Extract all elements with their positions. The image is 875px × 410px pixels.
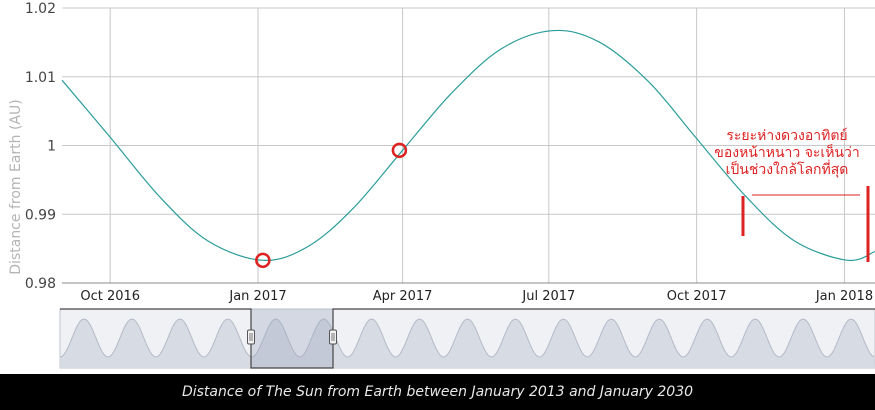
x-axis-ticks: Oct 2016 Jan 2017 Apr 2017 Jul 2017 Oct 2017… bbox=[80, 289, 873, 304]
y-axis-ticks: 0.98 0.99 1 1.01 1.02 bbox=[25, 1, 56, 292]
caption-bar: Distance of The Sun from Earth between J… bbox=[0, 374, 875, 410]
series-group bbox=[61, 29, 875, 262]
y-tick-label: 0.99 bbox=[25, 207, 56, 223]
x-tick-label: Oct 2016 bbox=[80, 289, 140, 304]
navigator-outline bbox=[60, 308, 875, 369]
highlight-marker bbox=[255, 252, 271, 269]
x-tick-label: Oct 2017 bbox=[667, 289, 727, 304]
annotation: ระยะห่างดวงอาทิตย์ของหน้าหนาว จะเห็นว่าเ… bbox=[714, 127, 870, 262]
x-tick-label: Jan 2017 bbox=[228, 289, 286, 304]
navigator-handle-right[interactable] bbox=[329, 329, 337, 345]
navigator-line bbox=[59, 318, 875, 358]
chart-svg: 0.98 0.99 1 1.01 1.02 Oct 2016 Jan 2017 Apr 20… bbox=[8, 1, 875, 369]
annotation-line: ของหน้าหนาว จะเห็นว่า bbox=[714, 143, 859, 161]
highlight-markers bbox=[255, 142, 408, 269]
y-tick-label: 0.98 bbox=[25, 276, 56, 292]
navigator[interactable] bbox=[59, 308, 875, 369]
x-tick-label: Apr 2017 bbox=[373, 289, 433, 304]
y-axis-label: Distance from Earth (AU) bbox=[8, 99, 24, 274]
annotation-line: เป็นช่วงใกล้โลกที่สุด bbox=[726, 160, 849, 178]
annotation-line: ระยะห่างดวงอาทิตย์ bbox=[726, 127, 847, 144]
grid bbox=[62, 7, 875, 284]
highlight-marker bbox=[391, 142, 408, 159]
navigator-handle-left[interactable] bbox=[247, 329, 255, 345]
x-tick-label: Jan 2018 bbox=[815, 289, 873, 304]
navigator-selection bbox=[251, 309, 333, 368]
y-tick-label: 1 bbox=[47, 139, 56, 155]
y-tick-label: 1.02 bbox=[25, 1, 56, 17]
navigator-area bbox=[60, 319, 875, 368]
y-tick-label: 1.01 bbox=[25, 70, 56, 86]
series-line-0 bbox=[61, 29, 875, 262]
chart-caption: Distance of The Sun from Earth between J… bbox=[181, 384, 694, 400]
x-tick-label: Jul 2017 bbox=[521, 289, 575, 304]
